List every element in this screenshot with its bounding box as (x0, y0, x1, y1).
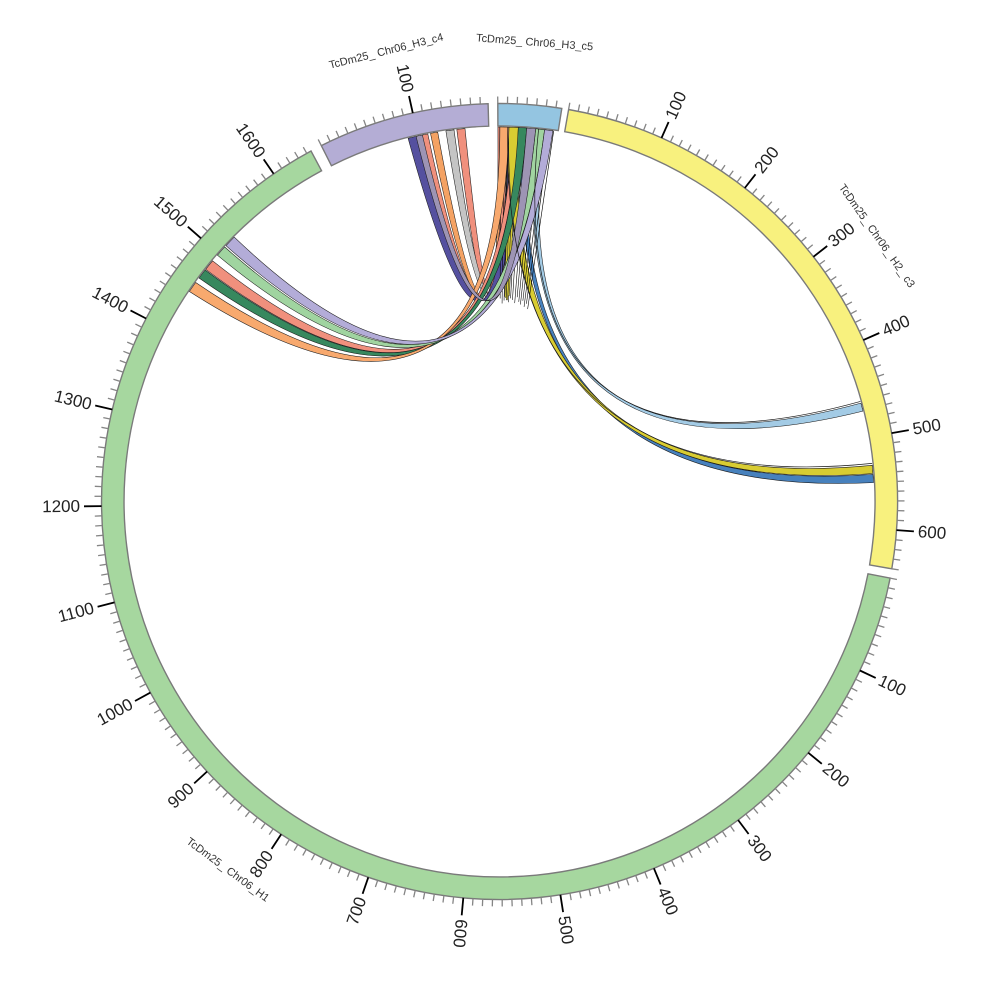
svg-text:1200: 1200 (42, 497, 80, 516)
svg-text:600: 600 (917, 522, 947, 543)
svg-text:600: 600 (449, 918, 470, 948)
